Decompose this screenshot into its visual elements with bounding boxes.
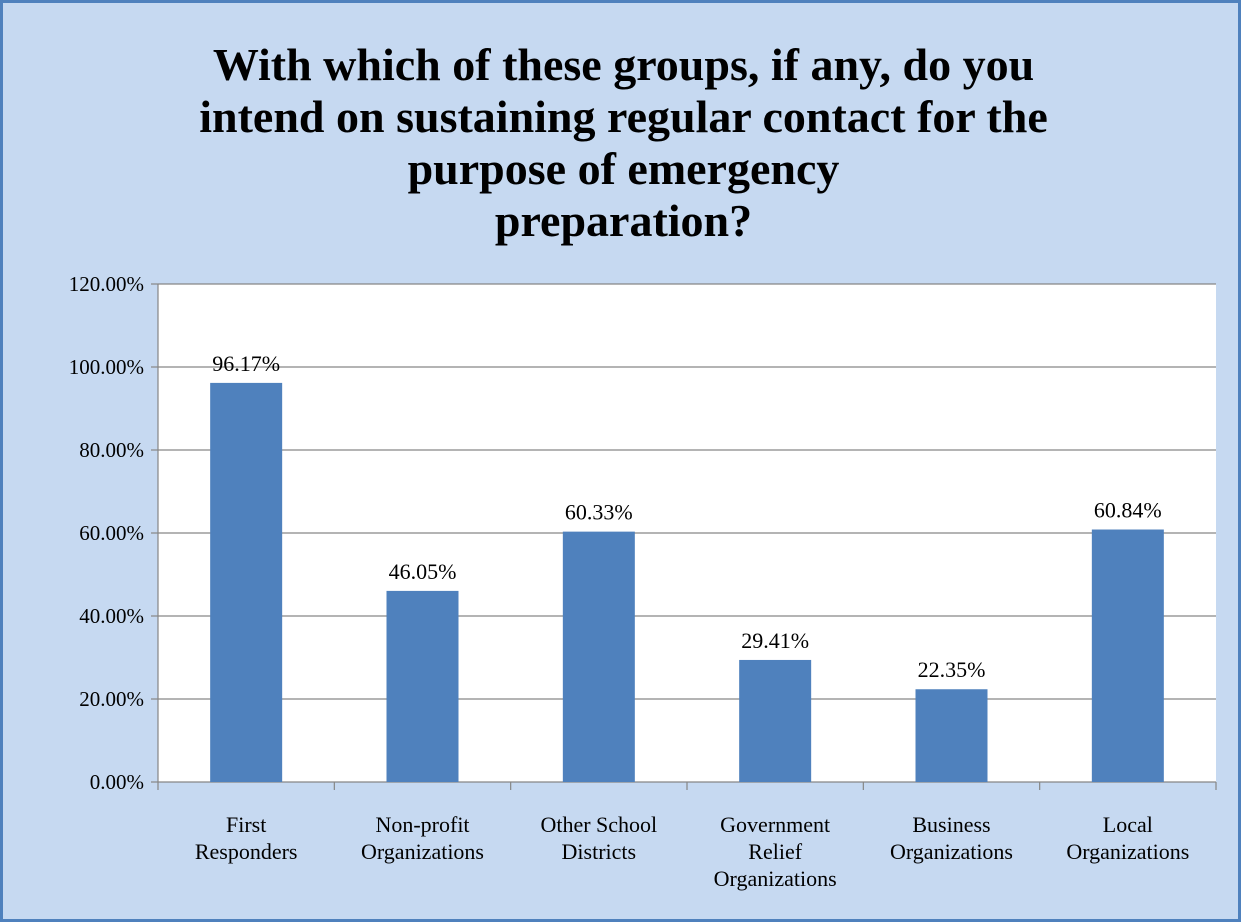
- x-tick-label: Other School Districts: [540, 812, 657, 864]
- data-label: 22.35%: [918, 657, 986, 682]
- bar: [915, 689, 988, 782]
- chart-title-line: preparation?: [494, 195, 753, 246]
- y-tick-label: 20.00%: [79, 687, 144, 711]
- bar: [739, 659, 812, 782]
- y-tick-label: 60.00%: [79, 521, 144, 545]
- y-tick-label: 40.00%: [79, 604, 144, 628]
- chart-title-line: With which of these groups, if any, do y…: [212, 39, 1035, 90]
- chart-title-line: intend on sustaining regular contact for…: [199, 91, 1048, 142]
- bar: [562, 531, 635, 782]
- data-label: 29.41%: [741, 628, 809, 653]
- chart-title: With which of these groups, if any, do y…: [3, 39, 1241, 247]
- bar: [1091, 529, 1164, 782]
- bar: [210, 382, 283, 782]
- y-tick-label: 80.00%: [79, 438, 144, 462]
- data-label: 96.17%: [212, 351, 280, 376]
- x-tick-label: Non-profit Organizations: [361, 812, 484, 864]
- x-tick-label: Local Organizations: [1066, 812, 1189, 864]
- x-tick-label: Business Organizations: [890, 812, 1013, 864]
- data-label: 60.84%: [1094, 498, 1162, 523]
- data-label: 60.33%: [565, 500, 633, 525]
- y-tick-label: 100.00%: [69, 355, 144, 379]
- bar: [386, 590, 459, 782]
- x-tick-label: First Responders: [195, 812, 298, 864]
- y-tick-label: 120.00%: [69, 272, 144, 296]
- x-tick-label: Government Relief Organizations: [714, 812, 837, 891]
- y-tick-label: 0.00%: [90, 770, 144, 794]
- data-label: 46.05%: [389, 559, 457, 584]
- chart-title-line: purpose of emergency: [407, 143, 840, 194]
